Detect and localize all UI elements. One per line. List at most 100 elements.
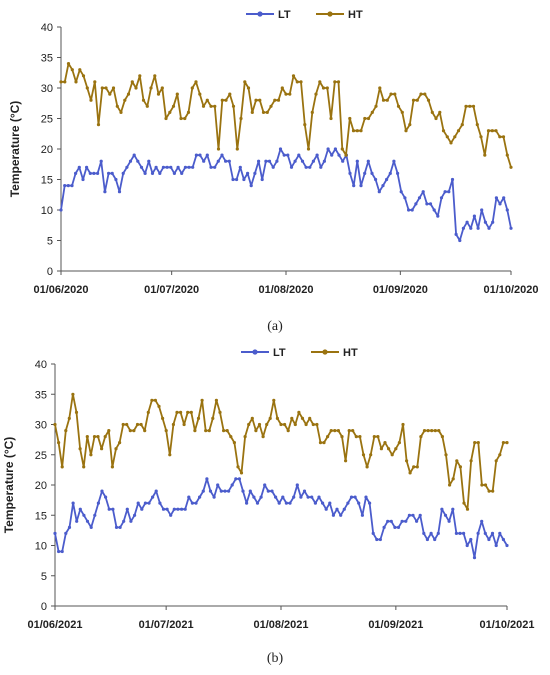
data-point-ht [460, 123, 464, 127]
data-point-ht [239, 116, 243, 121]
data-point-lt [360, 513, 364, 517]
data-point-ht [326, 435, 330, 439]
data-point-lt [331, 513, 335, 517]
data-point-ht [329, 429, 333, 433]
data-point-lt [392, 159, 396, 163]
data-point-lt [505, 208, 509, 212]
data-point-lt [136, 159, 140, 163]
data-point-ht [225, 429, 229, 433]
data-point-lt [190, 501, 194, 505]
data-point-ht [134, 86, 138, 90]
data-point-lt [172, 507, 176, 511]
data-point-lt [282, 153, 286, 157]
data-point-lt [326, 147, 330, 151]
data-point-lt [180, 507, 184, 511]
data-point-lt [487, 537, 491, 542]
data-point-lt [264, 159, 268, 163]
x-tick-label: 01/07/2020 [144, 284, 199, 296]
data-point-lt [322, 159, 326, 163]
data-point-ht [100, 86, 104, 90]
data-point-ht [194, 80, 198, 84]
data-point-ht [250, 416, 254, 420]
y-tick-label: 30 [41, 83, 53, 95]
data-point-lt [85, 519, 90, 523]
data-point-lt [281, 495, 285, 499]
data-point-lt [366, 159, 370, 163]
data-point-ht [369, 453, 373, 457]
data-point-lt [154, 489, 158, 493]
data-point-lt [297, 153, 301, 157]
data-point-lt [403, 196, 407, 200]
data-point-lt [389, 519, 393, 523]
data-point-ht [193, 429, 197, 433]
data-point-ht [401, 422, 405, 427]
data-point-ht [348, 116, 352, 121]
data-point-ht [236, 465, 240, 469]
data-point-lt [201, 489, 205, 493]
y-tick-label: 5 [47, 236, 53, 248]
data-point-lt [306, 495, 310, 499]
data-point-lt [224, 159, 228, 163]
data-point-lt [198, 153, 202, 157]
data-point-ht [303, 123, 307, 127]
data-point-lt [388, 171, 392, 175]
data-point-ht [480, 483, 484, 487]
data-point-lt [404, 519, 408, 523]
data-point-lt [425, 537, 429, 542]
data-point-lt [293, 159, 297, 163]
data-point-ht [434, 116, 438, 121]
data-point-ht [426, 98, 431, 102]
data-point-ht [311, 422, 315, 427]
y-tick-label: 25 [35, 450, 47, 462]
data-point-lt [428, 202, 433, 206]
data-point-ht [448, 483, 452, 487]
data-point-lt [299, 495, 303, 499]
data-point-ht [228, 92, 232, 96]
data-point-lt [447, 519, 451, 523]
data-point-ht [189, 410, 193, 414]
data-point-lt [70, 184, 74, 188]
data-point-lt [125, 165, 129, 169]
data-point-ht [333, 80, 337, 84]
data-point-lt [151, 495, 155, 499]
data-point-lt [407, 208, 411, 212]
data-point-ht [246, 86, 251, 90]
data-point-lt [480, 519, 484, 523]
data-point-lt [375, 537, 379, 542]
data-point-lt [432, 208, 436, 212]
data-point-lt [169, 513, 173, 517]
data-point-lt [328, 501, 332, 505]
data-point-ht [149, 86, 153, 90]
data-point-ht [419, 92, 423, 96]
data-point-ht [110, 465, 114, 469]
data-point-lt [494, 543, 498, 548]
data-point-ht [385, 98, 389, 102]
data-point-lt [122, 519, 126, 523]
data-point-lt [213, 165, 217, 169]
data-point-ht [430, 110, 434, 114]
data-point-lt [378, 537, 382, 542]
data-point-ht [365, 465, 369, 469]
y-tick-label: 15 [35, 510, 47, 522]
data-point-ht [469, 459, 473, 463]
data-point-lt [425, 202, 429, 206]
data-point-lt [348, 171, 352, 175]
data-point-lt [150, 171, 155, 175]
data-point-lt [259, 495, 263, 499]
data-point-ht [190, 86, 194, 90]
data-point-lt [248, 489, 252, 493]
data-point-ht [505, 441, 509, 445]
data-point-lt [96, 171, 100, 175]
x-tick-label: 01/07/2021 [139, 619, 194, 631]
data-point-ht [126, 92, 131, 96]
data-point-ht [351, 429, 355, 433]
y-tick-label: 30 [35, 420, 47, 432]
data-point-ht [295, 80, 299, 84]
data-point-ht [494, 129, 498, 133]
data-point-lt [509, 226, 513, 230]
data-point-lt [498, 202, 502, 206]
x-tick-label: 01/08/2020 [258, 284, 313, 296]
data-point-ht [358, 435, 362, 439]
data-point-ht [438, 110, 442, 114]
data-point-ht [404, 129, 408, 133]
